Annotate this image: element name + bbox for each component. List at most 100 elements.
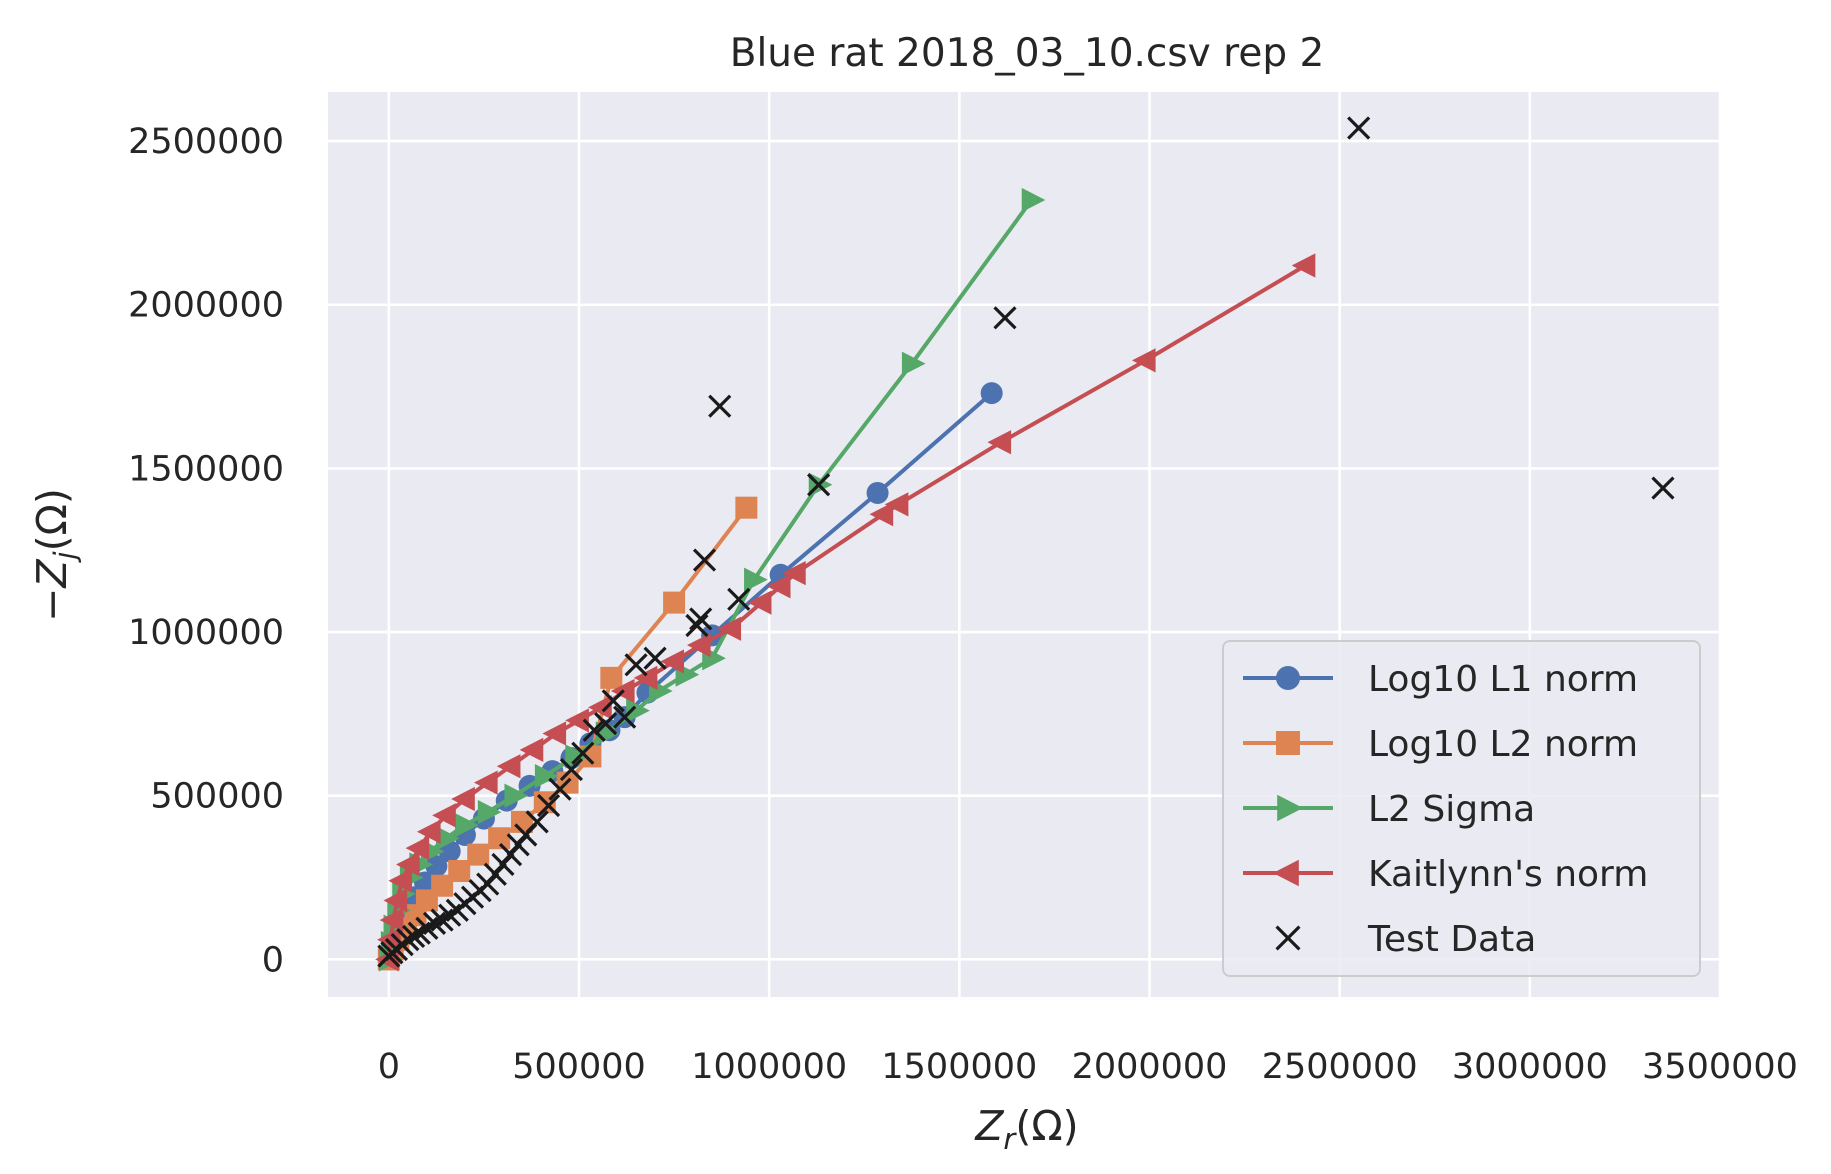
data-point xyxy=(689,607,713,631)
legend-label: L2 Sigma xyxy=(1368,789,1535,830)
legend-marker xyxy=(1276,666,1300,690)
legend-label: Test Data xyxy=(1367,919,1536,960)
data-point xyxy=(747,590,772,615)
legend-entry: Test Data xyxy=(1275,919,1536,960)
y-axis-label-main: Z xyxy=(28,559,76,589)
data-point xyxy=(473,770,498,795)
data-point xyxy=(496,754,521,779)
y-axis-label-unit: (Ω) xyxy=(28,488,76,551)
data-point xyxy=(686,633,711,658)
y-axis: 0 500000 1000000 1500000 2000000 2500000 xyxy=(128,122,284,980)
data-point xyxy=(624,653,648,677)
chart-title: Blue rat 2018_03_10.csv rep 2 xyxy=(730,31,1325,76)
data-point xyxy=(766,574,791,599)
data-point xyxy=(416,819,441,844)
data-point xyxy=(432,803,456,828)
data-point xyxy=(396,928,420,952)
data-point xyxy=(717,616,742,641)
data-point xyxy=(980,382,1003,405)
data-point xyxy=(807,473,831,497)
data-point xyxy=(571,741,595,765)
legend: Log10 L1 norm Log10 L2 norm L2 Sigma Kaitly… xyxy=(1222,640,1701,977)
legend-marker xyxy=(1275,925,1301,951)
data-point xyxy=(559,757,583,782)
legend-marker xyxy=(1277,794,1303,822)
data-point xyxy=(451,786,475,812)
x-tick-label: 2000000 xyxy=(1072,1047,1228,1087)
data-point xyxy=(582,718,606,742)
data-point xyxy=(626,698,650,723)
data-point xyxy=(396,852,420,877)
data-point xyxy=(488,827,511,850)
x-tick-label: 3500000 xyxy=(1642,1047,1798,1087)
data-point xyxy=(1021,187,1046,213)
series-4 xyxy=(377,116,1675,968)
data-point xyxy=(633,665,658,690)
data-point xyxy=(600,666,623,689)
data-point xyxy=(660,649,684,674)
y-axis-label-sub: j xyxy=(48,550,82,563)
x-tick-label: 3000000 xyxy=(1452,1047,1608,1087)
y-tick-label: 500000 xyxy=(150,777,284,817)
legend-marker xyxy=(1276,731,1300,755)
data-point xyxy=(448,859,471,882)
data-point xyxy=(379,907,404,933)
x-axis-label-unit: (Ω) xyxy=(1015,1102,1078,1150)
data-point xyxy=(987,430,1012,455)
y-tick-label: 1000000 xyxy=(128,613,284,653)
data-point xyxy=(782,561,806,586)
data-point xyxy=(1131,348,1156,373)
data-point xyxy=(901,351,926,376)
legend-label: Kaitlynn's norm xyxy=(1368,854,1648,895)
data-point xyxy=(1651,476,1675,500)
y-tick-label: 2000000 xyxy=(128,286,284,326)
x-axis: 0 500000 1000000 1500000 2000000 2500000 30000… xyxy=(378,1047,1798,1087)
data-point xyxy=(735,496,758,519)
x-axis-label-sub: r xyxy=(1003,1122,1017,1156)
data-point xyxy=(708,394,732,418)
data-point xyxy=(1291,253,1316,278)
series-layer xyxy=(375,116,1675,972)
x-axis-label: Zr(Ω) xyxy=(974,1102,1078,1156)
data-point xyxy=(594,712,618,736)
y-axis-label-prefix: − xyxy=(28,588,76,622)
data-point xyxy=(477,799,502,825)
legend-box xyxy=(1222,640,1701,977)
data-point xyxy=(422,911,447,935)
data-point xyxy=(601,689,625,713)
legend-label: Log10 L1 norm xyxy=(1368,659,1638,700)
x-tick-label: 0 xyxy=(378,1047,400,1087)
x-tick-label: 1500000 xyxy=(881,1047,1037,1087)
data-point xyxy=(519,737,544,762)
data-point xyxy=(685,613,709,638)
y-tick-label: 0 xyxy=(262,940,284,980)
data-point xyxy=(1347,116,1371,140)
legend-entry: L2 Sigma xyxy=(1243,789,1535,830)
legend-marker xyxy=(1273,859,1299,887)
data-point xyxy=(869,502,894,527)
data-point xyxy=(431,874,454,897)
data-point xyxy=(884,492,909,517)
x-tick-label: 2500000 xyxy=(1262,1047,1418,1087)
data-point xyxy=(504,783,529,808)
x-tick-label: 1000000 xyxy=(691,1047,847,1087)
data-point xyxy=(663,591,686,614)
data-point xyxy=(542,721,567,746)
data-point xyxy=(727,587,751,611)
data-point xyxy=(692,548,717,572)
x-axis-label-main: Z xyxy=(974,1102,1004,1150)
data-point xyxy=(405,835,430,861)
data-point xyxy=(643,646,667,670)
data-point xyxy=(537,793,561,818)
data-point xyxy=(993,306,1017,330)
data-point xyxy=(383,888,408,913)
x-tick-label: 500000 xyxy=(512,1047,646,1087)
y-tick-label: 2500000 xyxy=(128,122,284,162)
data-point xyxy=(425,855,448,878)
data-point xyxy=(525,810,549,834)
data-point xyxy=(467,843,490,866)
legend-entry: Log10 L2 norm xyxy=(1243,724,1638,765)
series-3 xyxy=(375,253,1316,972)
data-point xyxy=(565,744,589,769)
